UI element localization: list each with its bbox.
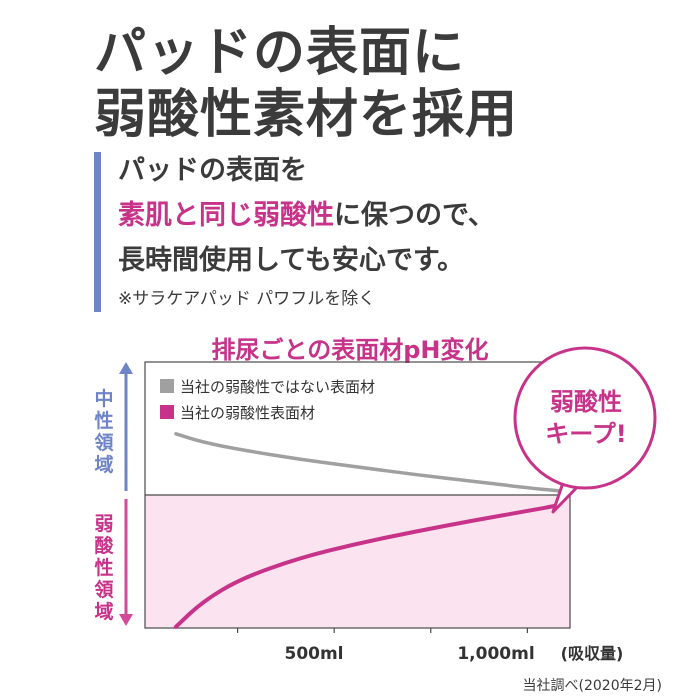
acidic-zone-label-char-2: 性	[94, 556, 113, 579]
headline-line2: 弱酸性素材を採用	[94, 85, 519, 145]
legend-label-gray: 当社の弱酸性ではない表面材	[180, 378, 375, 396]
source-note: 当社調べ(2020年2月)	[522, 678, 662, 694]
series-line-non-acidic	[174, 432, 561, 493]
series-line-acidic	[173, 503, 561, 629]
x-tick-label-500: 500ml	[284, 644, 343, 664]
callout-bubble	[513, 346, 657, 490]
neutral-arrowhead	[119, 362, 133, 374]
accent-bar	[94, 152, 101, 312]
x-axis-label: (吸収量)	[561, 644, 624, 663]
body-highlight: 素肌と同じ弱酸性	[118, 200, 334, 231]
x-tick-label-1000: 1,000ml	[457, 644, 534, 664]
body-line3: 長時間使用しても安心です。	[118, 245, 465, 276]
chart-title: 排尿ごとの表面材pH変化	[211, 336, 489, 364]
acidic-zone-label-char-1: 酸	[94, 534, 114, 557]
neutral-zone-label-char-1: 性	[94, 409, 113, 432]
neutral-zone-label-char-3: 域	[94, 453, 113, 476]
footnote: ※サラケアパッド パワフルを除く	[118, 289, 376, 309]
body-copy: パッドの表面を 素肌と同じ弱酸性に保つので、 長時間使用しても安心です。	[118, 148, 495, 283]
body-line2: 素肌と同じ弱酸性に保つので、	[118, 193, 495, 238]
legend-label-magenta: 当社の弱酸性表面材	[180, 404, 315, 422]
body-line1: パッドの表面を	[118, 155, 307, 186]
acidic-zone-label-char-4: 域	[94, 600, 113, 623]
headline-line1: パッドの表面に	[94, 23, 466, 83]
neutral-zone-label-char-2: 領	[94, 431, 114, 454]
acidic-arrowhead	[119, 614, 133, 626]
headline: パッドの表面に 弱酸性素材を採用	[94, 22, 518, 146]
callout-line1: 弱酸性	[550, 388, 622, 416]
neutral-zone-label-char-0: 中	[94, 387, 113, 410]
legend-swatch-gray	[160, 379, 174, 393]
acidic-zone-label-char-3: 領	[94, 578, 114, 601]
body-line2-rest: に保つので、	[334, 200, 495, 231]
acidic-zone-label-char-0: 弱	[94, 513, 113, 535]
legend-swatch-magenta	[160, 405, 174, 419]
callout-line2: キープ!	[545, 420, 627, 448]
